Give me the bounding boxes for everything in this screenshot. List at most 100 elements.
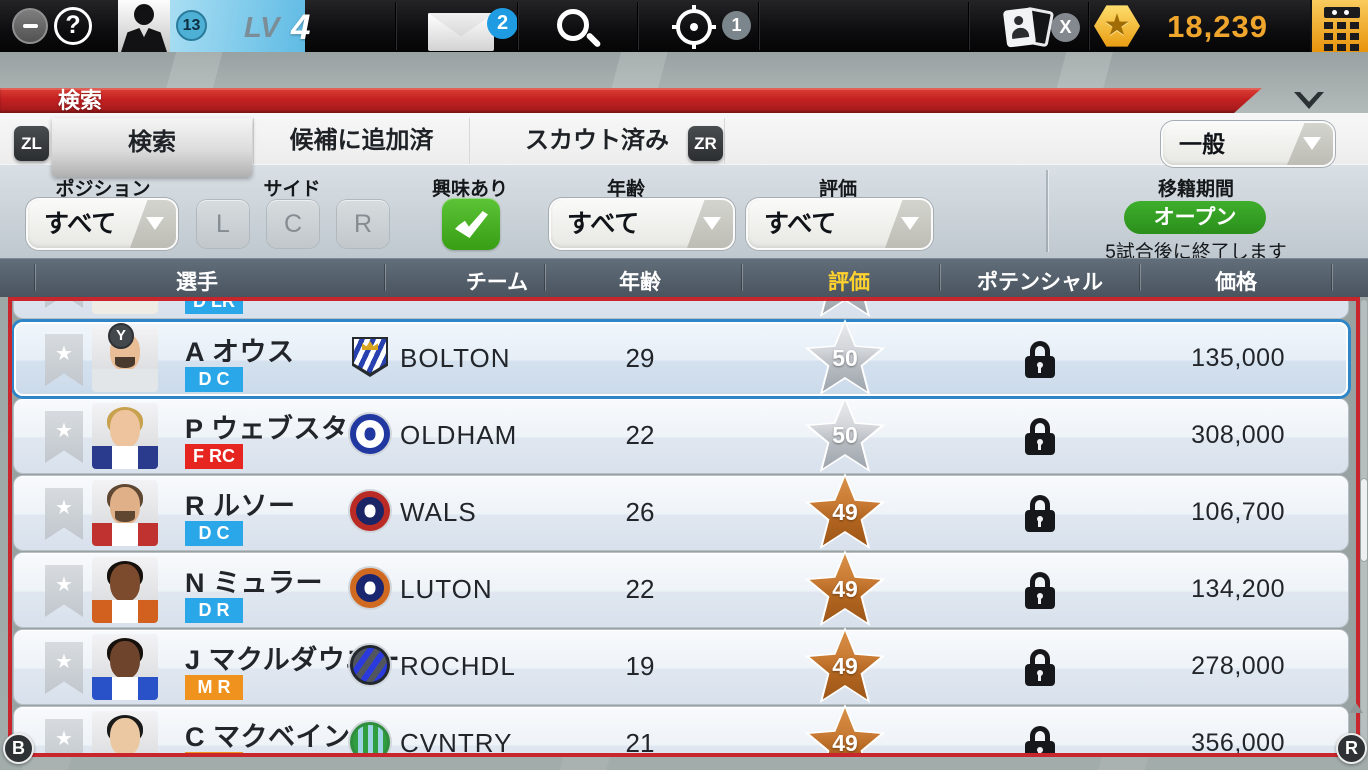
card-person-body bbox=[1011, 26, 1030, 39]
rating-star-icon: 49 bbox=[803, 473, 887, 553]
question-mark-icon: ? bbox=[65, 11, 81, 39]
person-silhouette-body bbox=[121, 28, 167, 52]
scroll-up-arrow-icon[interactable] bbox=[1349, 703, 1363, 713]
player-list-focus-box: ★ D LR ★ Y A オウス D C bbox=[8, 297, 1360, 757]
team-crest-icon bbox=[350, 337, 390, 377]
side-right-button[interactable]: R bbox=[337, 200, 389, 248]
potential-lock-icon bbox=[1025, 418, 1055, 455]
star-outline bbox=[804, 301, 886, 317]
filter-divider bbox=[1046, 170, 1048, 252]
header-divider bbox=[545, 264, 546, 291]
keypad-grid-icon bbox=[1324, 22, 1359, 51]
rating-star-icon: 49 bbox=[803, 704, 887, 756]
player-price: 134,200 bbox=[1191, 575, 1285, 603]
favorite-bookmark-icon[interactable]: ★ bbox=[45, 334, 83, 386]
player-row[interactable]: ★ R ルソー D C WALS 26 49 106,700 bbox=[14, 473, 1348, 553]
target-tick bbox=[692, 41, 696, 49]
team-name: WALS bbox=[400, 497, 477, 527]
player-row[interactable]: ★ C マクベイン CVNTRY 21 49 356,000 bbox=[14, 704, 1348, 757]
position-badge bbox=[185, 752, 243, 753]
minus-button[interactable] bbox=[12, 8, 48, 44]
favorite-bookmark-icon[interactable]: ★ bbox=[45, 488, 83, 540]
position-badge: D C bbox=[185, 521, 243, 546]
manager-avatar[interactable] bbox=[118, 0, 170, 52]
card-person-icon bbox=[1013, 15, 1024, 26]
transfer-window-label: 移籍期間 bbox=[1157, 179, 1235, 200]
player-row[interactable]: ★ P ウェブスター F RC OLDHAM 22 50 308,000 bbox=[14, 396, 1348, 476]
rating-dropdown[interactable]: すべて bbox=[748, 200, 931, 248]
dropdown-arrow-icon bbox=[901, 217, 919, 230]
cards-button[interactable] bbox=[1002, 7, 1037, 48]
column-team[interactable]: チーム bbox=[465, 271, 529, 294]
page-title: 検索 bbox=[58, 88, 103, 113]
target-count-badge: 1 bbox=[722, 11, 751, 40]
player-row[interactable]: ★ N ミュラー D R LUTON 22 49 134,200 bbox=[14, 550, 1348, 627]
column-rating[interactable]: 評価 bbox=[828, 271, 870, 294]
position-badge: D LR bbox=[185, 301, 243, 314]
search-icon-handle bbox=[585, 31, 602, 49]
tab-scouted[interactable]: スカウト済み bbox=[470, 118, 725, 164]
potential-lock-icon bbox=[1025, 572, 1055, 609]
header-divider bbox=[940, 264, 941, 291]
column-potential[interactable]: ポテンシャル bbox=[977, 271, 1103, 294]
rating-star-icon: 50 bbox=[803, 396, 887, 476]
collapse-chevron-icon[interactable] bbox=[1294, 92, 1324, 109]
rating-value: 49 bbox=[832, 499, 858, 525]
player-row[interactable]: ★ D LR bbox=[14, 301, 1348, 318]
dropdown-arrow-icon bbox=[146, 217, 164, 230]
player-age: 22 bbox=[625, 574, 655, 604]
avatar-shirt bbox=[92, 754, 158, 757]
scrollbar-thumb[interactable] bbox=[1360, 478, 1368, 562]
player-row[interactable]: ★ J マクルダウニー M R ROCHDL 19 49 278,000 bbox=[14, 627, 1348, 704]
player-row[interactable]: ★ Y A オウス D C BOLTON 29 50 135,000 bbox=[14, 319, 1348, 396]
zl-button-hint: ZL bbox=[14, 126, 49, 161]
category-dropdown[interactable]: 一般 bbox=[1163, 123, 1333, 165]
favorite-bookmark-icon[interactable]: ★ bbox=[45, 411, 83, 463]
player-price: 278,000 bbox=[1191, 652, 1285, 680]
crest-glyph bbox=[364, 581, 376, 595]
mail-button[interactable] bbox=[428, 13, 494, 51]
tab-search[interactable]: 検索 bbox=[52, 118, 252, 177]
team-crest-icon bbox=[350, 645, 390, 685]
help-button[interactable]: ? bbox=[54, 7, 92, 45]
column-age[interactable]: 年齢 bbox=[619, 271, 661, 294]
potential-lock-icon bbox=[1025, 341, 1055, 378]
avatar-facial-hair bbox=[115, 511, 135, 522]
dropdown-arrow-icon bbox=[1303, 137, 1321, 150]
table-header: 選手 チーム 年齢 評価 ポテンシャル 価格 bbox=[0, 258, 1368, 297]
column-player[interactable]: 選手 bbox=[176, 271, 218, 294]
transfer-status-badge: オープン bbox=[1124, 201, 1266, 234]
avatar-shirt bbox=[92, 369, 158, 392]
favorite-bookmark-icon[interactable]: ★ bbox=[45, 565, 83, 617]
favorite-bookmark-icon[interactable]: ★ bbox=[45, 719, 83, 753]
column-price[interactable]: 価格 bbox=[1215, 271, 1257, 294]
player-age: 29 bbox=[625, 343, 655, 373]
avatar-head bbox=[110, 718, 140, 753]
side-left-button[interactable]: L bbox=[197, 200, 249, 248]
bookmark-star-icon: ★ bbox=[55, 574, 73, 596]
player-list: ★ D LR ★ Y A オウス D C bbox=[12, 301, 1356, 753]
avatar-head bbox=[110, 410, 140, 448]
side-center-button[interactable]: C bbox=[267, 200, 319, 248]
favorite-bookmark-icon[interactable]: ★ bbox=[45, 642, 83, 694]
keypad-button[interactable] bbox=[1310, 0, 1368, 52]
player-name: N ミュラー bbox=[185, 568, 323, 598]
tab-added-candidates[interactable]: 候補に追加済 bbox=[253, 118, 470, 164]
age-dropdown[interactable]: すべて bbox=[551, 200, 733, 248]
player-price: 356,000 bbox=[1191, 729, 1285, 757]
rating-value: 49 bbox=[832, 730, 858, 756]
rating-filter-label: 評価 bbox=[818, 179, 858, 200]
target-tick bbox=[672, 25, 680, 29]
currency-amount: 18,239 bbox=[1167, 9, 1268, 44]
avatar-shirt bbox=[92, 677, 158, 700]
position-dropdown[interactable]: すべて bbox=[28, 200, 176, 248]
level-badge: 13 bbox=[176, 10, 207, 41]
favorite-bookmark-icon[interactable]: ★ bbox=[45, 301, 83, 308]
interested-filter-label: 興味あり bbox=[431, 179, 509, 200]
interested-checkbox[interactable] bbox=[442, 198, 500, 250]
search-icon[interactable] bbox=[557, 9, 589, 41]
bookmark-star-icon: ★ bbox=[55, 343, 73, 365]
position-badge: M R bbox=[185, 675, 243, 700]
r-button-hint: R bbox=[1336, 733, 1367, 764]
